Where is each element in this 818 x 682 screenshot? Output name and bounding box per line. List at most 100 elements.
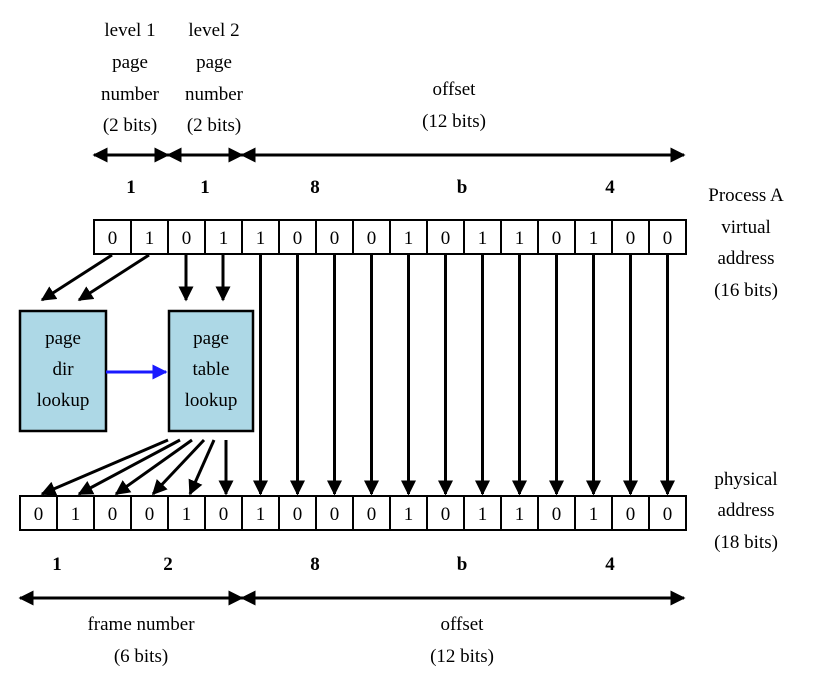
physical-bit-cell-6: [204, 495, 243, 531]
virtual-bit-cell-2: [130, 219, 169, 255]
page-dir-line-2: dir: [52, 359, 74, 380]
physical-hex-3: 8: [310, 554, 320, 575]
page-dir-box-rect: [18, 309, 108, 433]
physical-bit-value-13: 1: [478, 504, 488, 525]
frame-arrow-5: [188, 439, 216, 496]
physical-bit-cell-9: [315, 495, 354, 531]
physical-bit-value-6: 0: [219, 504, 229, 525]
virtual-bit-cell-14: [574, 219, 613, 255]
physical-label-line-3: (18 bits): [714, 532, 778, 553]
level2-field-label: level 2 page number (2 bits): [185, 20, 244, 136]
virtual-bit-value-14: 1: [589, 228, 599, 249]
offset-top-line-2: (12 bits): [422, 111, 486, 132]
virtual-hex-2: 1: [200, 177, 210, 198]
offset-passthrough-arrows: [253, 255, 675, 496]
offset-bottom-line-1: offset: [441, 614, 485, 635]
virtual-bit-value-12: 1: [515, 228, 525, 249]
physical-bit-cell-12: [426, 495, 465, 531]
physical-bit-value-5: 1: [182, 504, 192, 525]
virtual-bit-value-13: 0: [552, 228, 562, 249]
page-table-line-2: table: [193, 359, 230, 380]
level2-line-4: (2 bits): [187, 115, 241, 136]
physical-bit-cell-11: [389, 495, 428, 531]
frame-label-line-2: (6 bits): [114, 646, 168, 667]
virtual-bit-cell-16: [648, 219, 687, 255]
physical-bit-value-12: 0: [441, 504, 451, 525]
physical-hex-digits: 1 2 8 b 4: [52, 554, 615, 575]
physical-bit-cell-13: [463, 495, 502, 531]
physical-bit-value-9: 0: [330, 504, 340, 525]
physical-bit-value-3: 0: [108, 504, 118, 525]
physical-bit-value-10: 0: [367, 504, 377, 525]
physical-bit-cell-2: [56, 495, 95, 531]
physical-hex-5: 4: [605, 554, 615, 575]
virtual-bit-value-15: 0: [626, 228, 636, 249]
virtual-bit-value-3: 0: [182, 228, 192, 249]
page-table-line-3: lookup: [185, 390, 238, 411]
virtual-bit-value-16: 0: [663, 228, 673, 249]
level2-line-3: number: [185, 84, 244, 105]
virtual-bit-cell-8: [352, 219, 391, 255]
virtual-hex-3: 8: [310, 177, 320, 198]
virtual-bit-cell-12: [500, 219, 539, 255]
page-table-box-rect: [167, 309, 255, 433]
offset-bottom-line-2: (12 bits): [430, 646, 494, 667]
level1-line-3: number: [101, 84, 160, 105]
physical-label-line-1: physical: [714, 469, 777, 490]
physical-bit-cell-15: [537, 495, 576, 531]
physical-hex-4: b: [457, 554, 468, 575]
physical-address-label: physical address (18 bits): [714, 469, 778, 553]
virtual-bit-value-10: 0: [441, 228, 451, 249]
level1-line-1: level 1: [104, 20, 155, 41]
level2-line-1: level 2: [188, 20, 239, 41]
virtual-bit-cell-3: [167, 219, 206, 255]
virtual-label-line-2: virtual: [721, 217, 771, 238]
frame-arrow-3: [114, 438, 193, 496]
virtual-bit-value-2: 1: [145, 228, 155, 249]
virtual-hex-5: 4: [605, 177, 615, 198]
virtual-label-line-3: address: [718, 248, 775, 269]
virtual-bit-value-6: 0: [293, 228, 303, 249]
page-table-lookup-box: page table lookup: [167, 309, 255, 433]
physical-bit-value-8: 0: [293, 504, 303, 525]
level1-bit1-arrow: [40, 253, 113, 302]
physical-address-bits: 0 1 0 0 1 0 1 0 0 0 1 0 1 1 0 1 0 0: [19, 495, 687, 531]
physical-bit-value-14: 1: [515, 504, 525, 525]
page-dir-lookup-box: page dir lookup: [18, 309, 108, 433]
physical-bit-value-2: 1: [71, 504, 81, 525]
virtual-bit-cell-5: [241, 219, 280, 255]
virtual-bit-value-5: 1: [256, 228, 266, 249]
frame-arrow-4: [151, 438, 206, 496]
virtual-bit-cell-11: [463, 219, 502, 255]
page-table-line-1: page: [193, 328, 229, 349]
virtual-bit-value-4: 1: [219, 228, 229, 249]
physical-label-line-2: address: [718, 500, 775, 521]
physical-hex-2: 2: [163, 554, 173, 575]
virtual-bit-value-9: 1: [404, 228, 414, 249]
virtual-bit-value-7: 0: [330, 228, 340, 249]
virtual-address-label: Process A virtual address (16 bits): [708, 185, 784, 301]
offset-field-label-bottom: offset (12 bits): [430, 614, 494, 667]
virtual-bit-cell-1: [93, 219, 132, 255]
virtual-bit-value-11: 1: [478, 228, 488, 249]
physical-bit-cell-4: [130, 495, 169, 531]
page-dir-line-3: lookup: [37, 390, 90, 411]
page-dir-line-1: page: [45, 328, 81, 349]
frame-number-label: frame number (6 bits): [87, 614, 195, 667]
level1-line-2: page: [112, 52, 148, 73]
level1-bit2-arrow: [77, 253, 150, 302]
physical-bit-cell-18: [648, 495, 687, 531]
physical-bit-cell-1: [19, 495, 58, 531]
virtual-bit-cell-10: [426, 219, 465, 255]
physical-bit-value-7: 1: [256, 504, 266, 525]
virtual-bit-cell-4: [204, 219, 243, 255]
physical-hex-1: 1: [52, 554, 62, 575]
physical-bit-value-18: 0: [663, 504, 673, 525]
virtual-address-bits: 0 1 0 1 1 0 0 0 1 0 1 1 0 1 0 0: [93, 219, 687, 255]
offset-top-line-1: offset: [433, 79, 477, 100]
physical-bit-value-15: 0: [552, 504, 562, 525]
virtual-hex-1: 1: [126, 177, 136, 198]
virtual-bit-value-8: 0: [367, 228, 377, 249]
level1-line-4: (2 bits): [103, 115, 157, 136]
